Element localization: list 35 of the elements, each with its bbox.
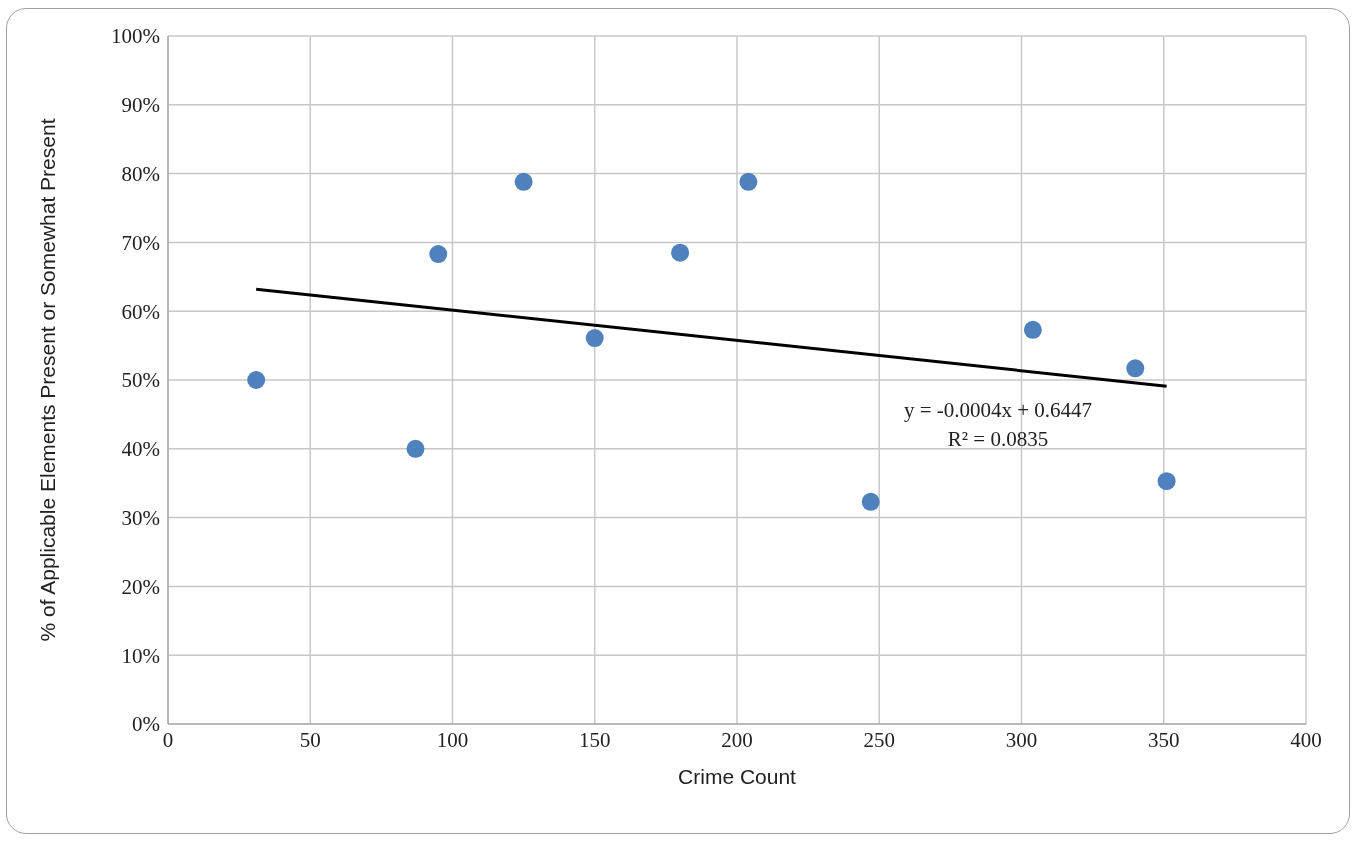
y-tick-label: 70% xyxy=(121,230,160,255)
y-tick-label: 60% xyxy=(121,299,160,324)
x-tick-label: 350 xyxy=(1148,727,1180,752)
y-tick-label: 100% xyxy=(111,24,160,49)
x-tick-label: 300 xyxy=(1005,727,1038,752)
x-tick-label: 250 xyxy=(863,727,895,752)
x-tick-label: 0 xyxy=(162,727,174,752)
x-tick-label: 400 xyxy=(1290,727,1322,752)
y-axis-title: % of Applicable Elements Present or Somewhat Present xyxy=(36,118,60,642)
x-tick-label: 150 xyxy=(579,727,611,752)
point xyxy=(514,172,533,191)
x-tick-label: 50 xyxy=(299,727,321,752)
y-tick-label: 80% xyxy=(121,162,160,187)
annotation: R² = 0.0835 xyxy=(946,426,1050,453)
point xyxy=(739,172,758,191)
y-tick-label: 0% xyxy=(132,712,160,737)
y-tick-label: 40% xyxy=(121,437,160,462)
point xyxy=(429,245,448,264)
x-axis-title: Crime Count xyxy=(678,765,797,788)
annotation: y = -0.0004x + 0.6447 xyxy=(902,397,1094,424)
y-tick-label: 90% xyxy=(121,93,160,118)
x-tick-label: 100 xyxy=(436,727,469,752)
point xyxy=(585,329,604,348)
y-tick-label: 50% xyxy=(121,368,160,393)
point xyxy=(406,439,425,458)
point xyxy=(861,492,880,511)
point xyxy=(247,371,266,389)
point xyxy=(1023,320,1042,339)
point xyxy=(1157,472,1176,491)
x-tick-label: 200 xyxy=(721,727,753,752)
y-tick-label: 10% xyxy=(121,643,160,668)
y-tick-label: 20% xyxy=(121,574,160,599)
y-tick-label: 30% xyxy=(121,506,160,531)
point xyxy=(1126,359,1145,378)
point xyxy=(671,243,690,262)
